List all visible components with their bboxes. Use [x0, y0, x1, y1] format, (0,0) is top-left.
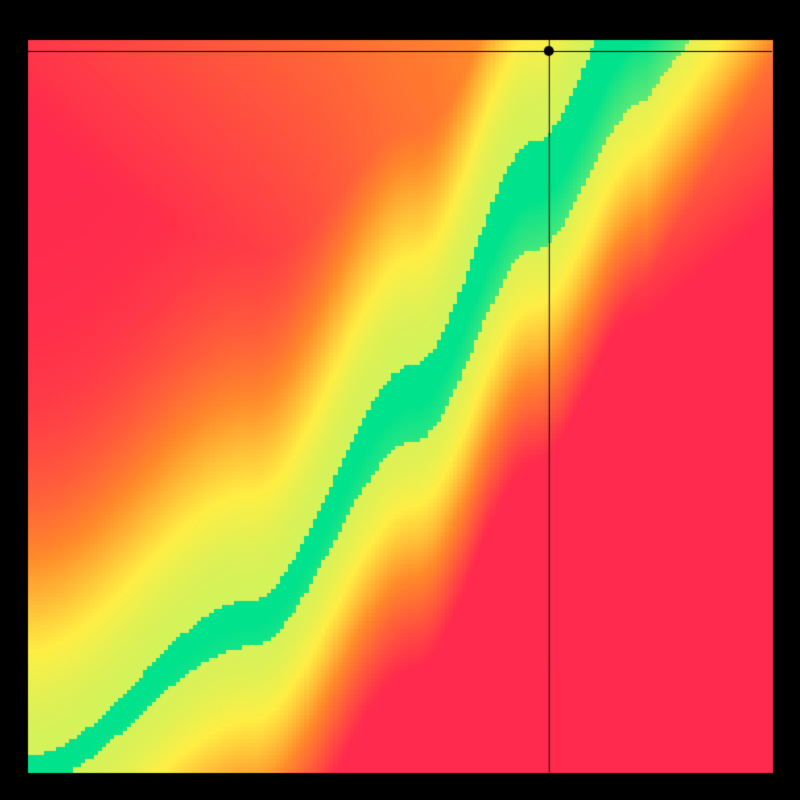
- bottleneck-heatmap-canvas: [0, 0, 800, 800]
